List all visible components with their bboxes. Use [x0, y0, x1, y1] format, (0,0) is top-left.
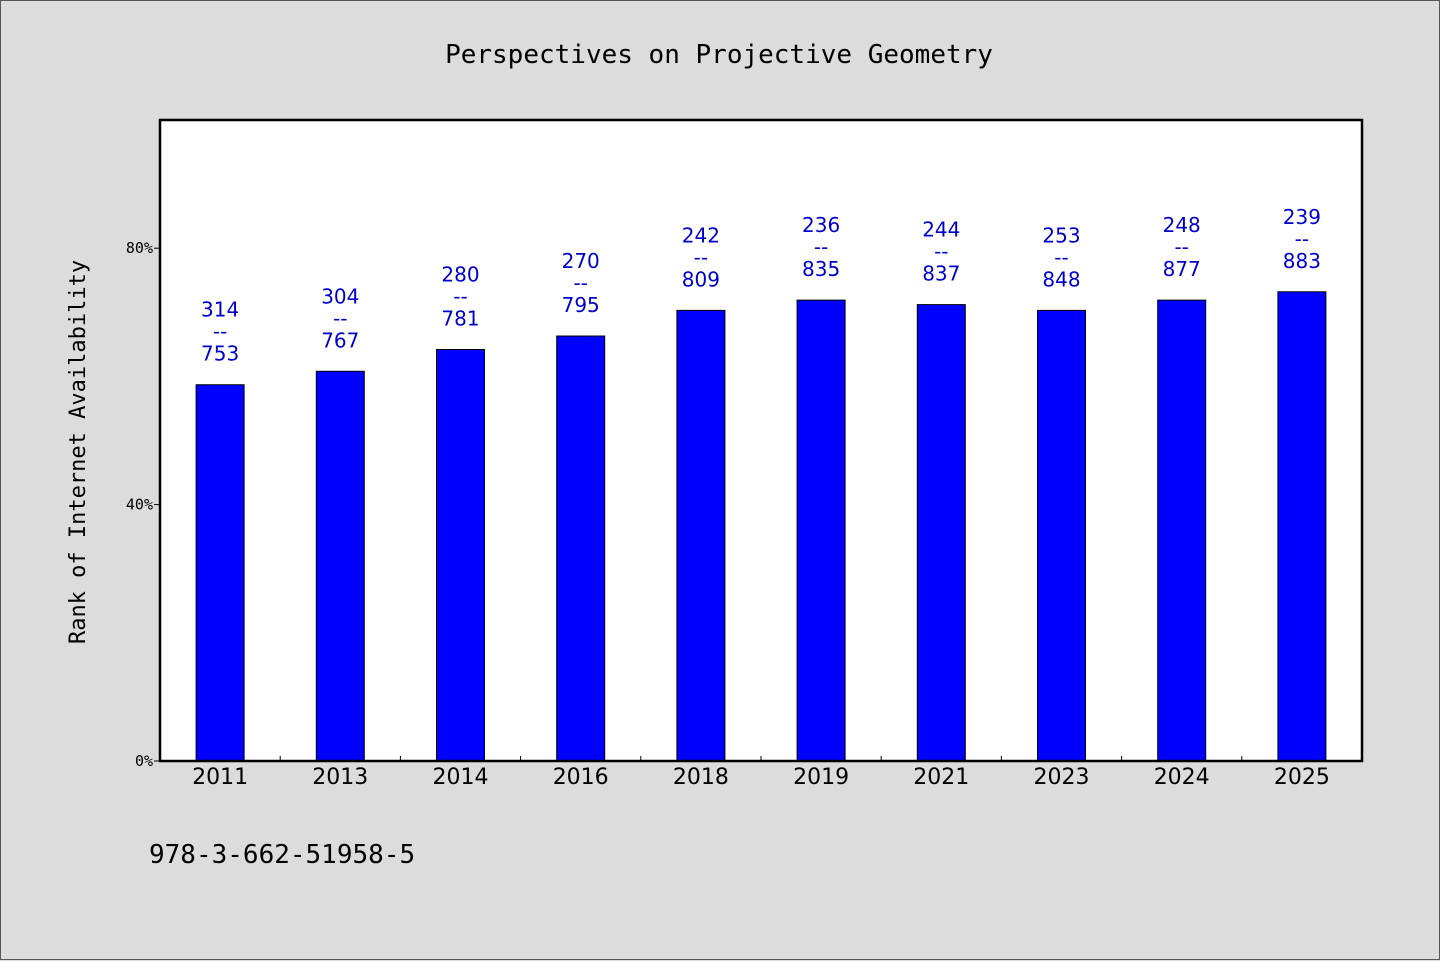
data-label-2024-line-2: 877 — [1163, 257, 1201, 281]
x-tick-label-2025: 2025 — [1274, 765, 1330, 790]
data-label-2011-line-2: 753 — [201, 342, 239, 366]
data-label-2013-line-2: 767 — [321, 328, 359, 352]
x-tick-label-2013: 2013 — [312, 765, 368, 790]
y-tick-label-80: 80% — [126, 239, 153, 257]
data-label-2016-line-1: -- — [573, 271, 587, 295]
bar-2023 — [1037, 309, 1086, 762]
data-label-2011-line-0: 314 — [201, 298, 239, 322]
data-label-2023-line-2: 848 — [1042, 267, 1080, 291]
x-tick-label-2021: 2021 — [913, 765, 969, 790]
data-label-2016-line-2: 795 — [562, 293, 600, 317]
bar-2019 — [796, 299, 846, 762]
y-axis-label: Rank of Internet Availability — [66, 260, 91, 644]
data-label-2024-line-0: 248 — [1163, 213, 1201, 237]
data-label-2023-line-1: -- — [1054, 245, 1068, 269]
x-tick-label-2014: 2014 — [433, 765, 489, 790]
bar-2016 — [556, 335, 606, 762]
data-label-2025-line-1: -- — [1295, 227, 1309, 251]
isbn-label: 978-3-662-51958-5 — [149, 840, 415, 870]
x-tick-label-2019: 2019 — [793, 765, 849, 790]
data-label-2018-line-2: 809 — [682, 267, 720, 291]
data-label-2016-line-0: 270 — [562, 249, 600, 273]
x-tick-label-2024: 2024 — [1154, 765, 1210, 790]
data-label-2025-line-0: 239 — [1283, 205, 1321, 229]
bar-2021 — [916, 304, 966, 762]
bar-2014 — [436, 348, 485, 762]
data-label-2023-line-0: 253 — [1042, 223, 1080, 247]
data-label-2014-line-2: 781 — [441, 306, 479, 330]
y-axis-ticks: 0% 40% 80% — [126, 239, 160, 770]
data-label-2019-line-1: -- — [814, 235, 828, 259]
x-tick-label-2018: 2018 — [673, 765, 729, 790]
data-label-2013-line-0: 304 — [321, 284, 359, 308]
data-label-2018-line-1: -- — [694, 245, 708, 269]
x-axis-ticks: 2011 2013 2014 2016 2018 2019 2021 2023 2024 2025 — [192, 756, 1330, 790]
data-label-2021-line-1: -- — [934, 240, 948, 264]
data-label-2014-line-0: 280 — [441, 262, 479, 286]
data-label-2013-line-1: -- — [333, 306, 347, 330]
x-tick-label-2011: 2011 — [192, 765, 248, 790]
data-labels: 314--753304--767280--781270--795242--809… — [201, 205, 1321, 366]
x-tick-label-2016: 2016 — [553, 765, 609, 790]
y-tick-label-0: 0% — [135, 752, 153, 770]
bar-2025 — [1277, 291, 1327, 762]
data-label-2011-line-1: -- — [213, 320, 227, 344]
data-label-2019-line-2: 835 — [802, 257, 840, 281]
chart-title: Perspectives on Projective Geometry — [445, 40, 993, 70]
y-tick-label-40: 40% — [126, 496, 153, 514]
data-label-2021-line-2: 837 — [922, 262, 960, 286]
data-label-2025-line-2: 883 — [1283, 249, 1321, 273]
data-label-2014-line-1: -- — [453, 284, 467, 308]
bars — [195, 291, 1327, 762]
bar-2018 — [676, 309, 726, 762]
data-label-2019-line-0: 236 — [802, 213, 840, 237]
bar-2024 — [1157, 299, 1207, 762]
bar-2011 — [195, 384, 245, 762]
data-label-2018-line-0: 242 — [682, 223, 720, 247]
x-tick-label-2023: 2023 — [1034, 765, 1090, 790]
data-label-2021-line-0: 244 — [922, 218, 960, 242]
data-label-2024-line-1: -- — [1174, 235, 1188, 259]
bar-2013 — [315, 370, 365, 762]
